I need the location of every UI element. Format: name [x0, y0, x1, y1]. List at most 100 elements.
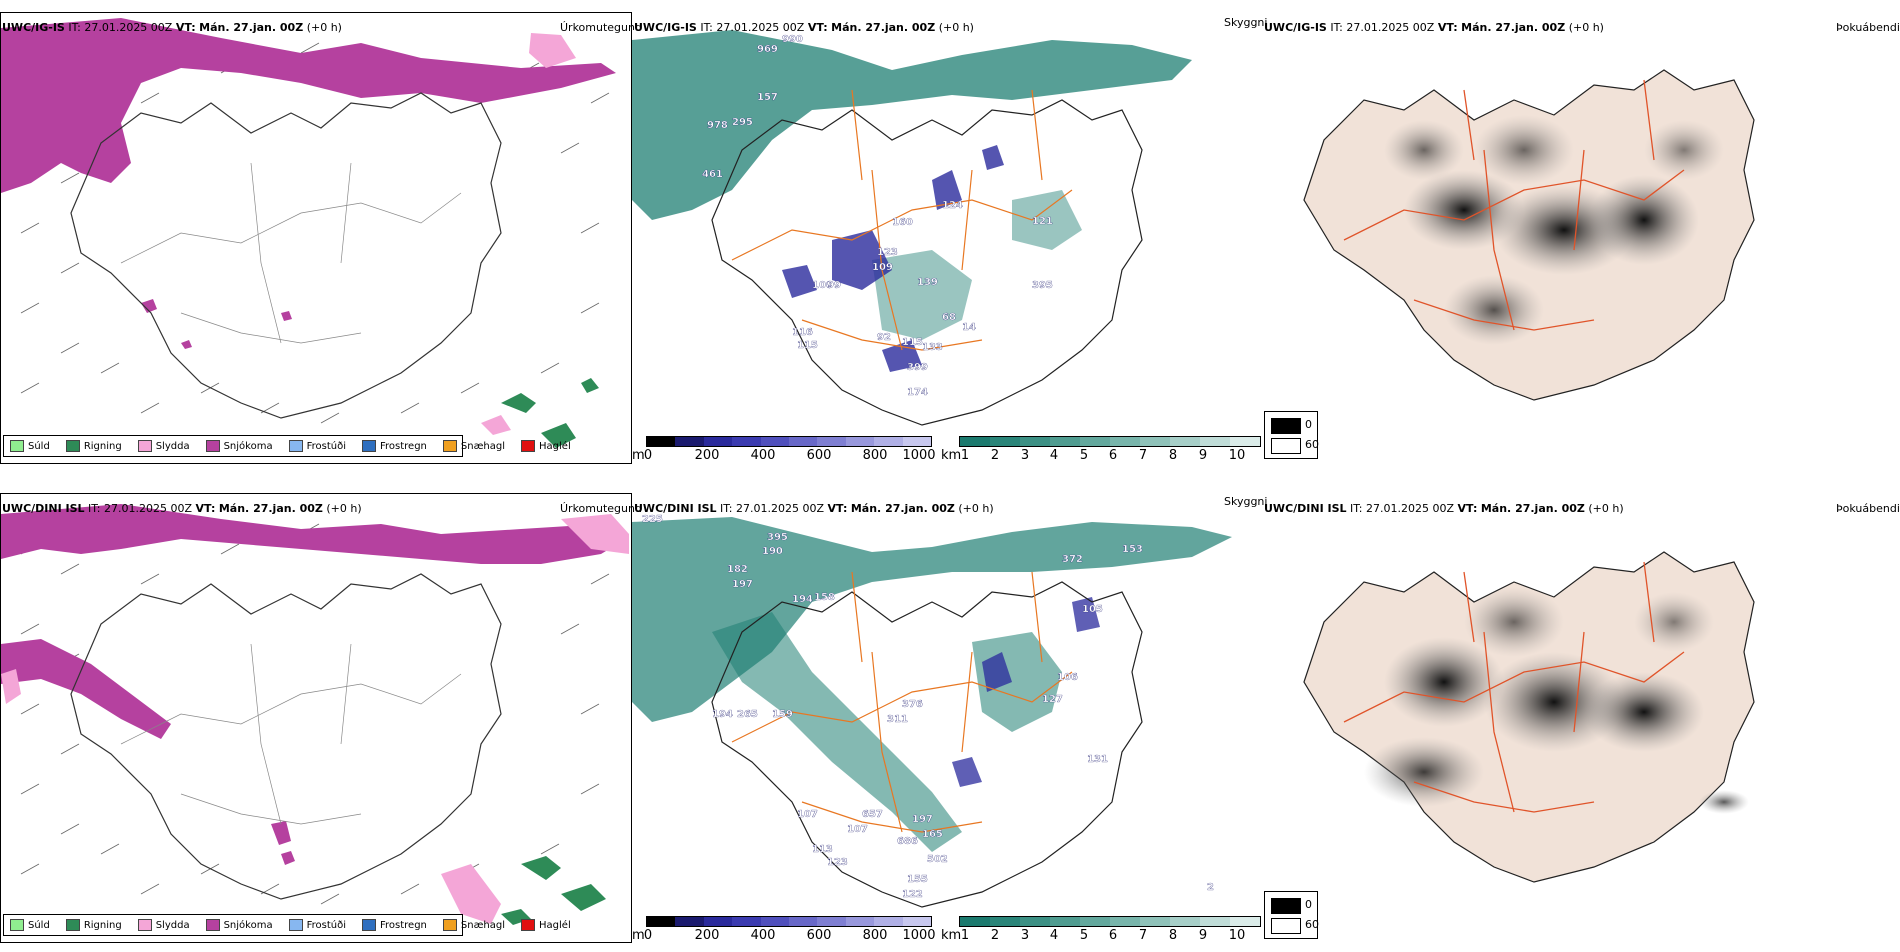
svg-text:100: 100: [812, 280, 833, 291]
fog-index-title-bottom: Þokuábendi: [1836, 502, 1900, 515]
snow-area: [1, 18, 616, 193]
svg-text:157: 157: [757, 92, 778, 103]
coastline: [711, 99, 1143, 426]
colorbar-tick: 4: [1049, 448, 1059, 463]
precip-type-map-bottom: [1, 504, 629, 925]
legend-item: Snæhagl: [442, 919, 505, 931]
svg-text:395: 395: [767, 532, 788, 543]
svg-text:686: 686: [897, 836, 918, 847]
sleet-area: [1, 669, 21, 704]
legend-item: Frostregn: [362, 919, 427, 931]
svg-text:265: 265: [737, 709, 758, 720]
colorbar-tick: 600: [806, 928, 832, 943]
colorbar-tick: 3: [1020, 928, 1030, 943]
colorbar-unit: km: [941, 928, 962, 943]
sleet-area: [441, 864, 501, 924]
svg-text:116: 116: [792, 327, 813, 338]
colorbar-tick: 200: [694, 448, 720, 463]
colorbar-swatches: [959, 436, 1261, 447]
roads: [1343, 561, 1685, 813]
sleet-area: [529, 33, 576, 68]
legend-item: Súld: [10, 919, 50, 931]
map-labels-bottom: 225 395 190 182 197 194 158 311 376 107 …: [642, 514, 1214, 900]
svg-text:194: 194: [712, 709, 733, 720]
legend-item: Rigning: [65, 440, 122, 452]
snow-area: [1, 504, 626, 564]
svg-text:131: 131: [1087, 754, 1108, 765]
legend-item: Snæhagl: [442, 440, 505, 452]
svg-text:123: 123: [877, 247, 898, 258]
colorbar-unit: m: [632, 448, 645, 463]
colorbar-tick: 10: [1228, 448, 1246, 463]
rain-area: [501, 378, 599, 448]
svg-text:182: 182: [727, 564, 748, 575]
fog-index-panel-top: Þokuábendi: [1264, 21, 1900, 430]
legend-item: Rigning: [65, 919, 122, 931]
svg-text:225: 225: [642, 514, 663, 525]
roads: [1343, 79, 1685, 331]
legend-item: Frostúði: [288, 440, 346, 452]
colorbar-tick: 5: [1079, 448, 1089, 463]
colorbar-tick: 9: [1198, 928, 1208, 943]
svg-text:113: 113: [812, 844, 833, 855]
visibility-colorbar-bottom: km 1 2 3 4 5 6 7 8 9 10: [941, 916, 1261, 952]
svg-text:160: 160: [892, 217, 913, 228]
legend-item: Slydda: [137, 440, 190, 452]
legend-item: Frostregn: [362, 440, 427, 452]
svg-text:399: 399: [907, 362, 928, 373]
svg-text:461: 461: [702, 169, 723, 180]
panel-header-top-2: UWC/IG-IS IT: 27.01.2025 00Z VT: Mán. 27…: [634, 21, 974, 34]
legend-item: Haglél: [521, 919, 571, 931]
colorbar-tick: 400: [750, 448, 776, 463]
snow-patch: [271, 821, 295, 865]
svg-text:194: 194: [792, 594, 813, 605]
svg-text:109: 109: [872, 262, 893, 273]
svg-text:68: 68: [942, 312, 956, 323]
legend-item: Snjókoma: [205, 919, 273, 931]
colorbar-swatches: [959, 916, 1261, 927]
svg-text:657: 657: [862, 809, 883, 820]
visibility-panel-top: 990 969 157 978 295 461 160 124 121 395 …: [632, 16, 1267, 430]
fog-index-title-top: Þokuábendi: [1836, 21, 1900, 34]
snow-patch: [141, 299, 292, 349]
colorbar-tick: 1: [960, 448, 970, 463]
svg-text:190: 190: [762, 546, 783, 557]
colorbar-tick: 800: [862, 928, 888, 943]
svg-text:115: 115: [797, 340, 818, 351]
svg-text:105: 105: [1082, 604, 1103, 615]
colorbar-swatches: [646, 436, 932, 447]
fog-index-map-top: [1303, 69, 1755, 401]
svg-text:174: 174: [907, 387, 928, 398]
precip-type-map-top: [1, 18, 616, 448]
svg-text:197: 197: [912, 814, 933, 825]
svg-text:107: 107: [847, 824, 868, 835]
colorbar-tick: 7: [1138, 448, 1148, 463]
legend-item: Súld: [10, 440, 50, 452]
svg-text:121: 121: [1032, 216, 1053, 227]
fog-shading: [1364, 587, 1749, 814]
colorbar-unit: m: [632, 928, 645, 943]
svg-text:990: 990: [782, 34, 803, 45]
cloud-base-area: [782, 145, 1004, 372]
svg-text:158: 158: [814, 592, 835, 603]
rain-area: [501, 856, 606, 925]
snow-area: [1, 639, 171, 739]
colorbar-tick: 8: [1168, 928, 1178, 943]
wind-barbs: [20, 523, 610, 905]
legend-item: Slydda: [137, 919, 190, 931]
legend-item: Frostúði: [288, 919, 346, 931]
colorbar-tick: 3: [1020, 448, 1030, 463]
svg-text:295: 295: [732, 117, 753, 128]
precip-type-title-bottom: Úrkomutegund: [560, 502, 642, 515]
colorbar-tick: 2: [990, 448, 1000, 463]
svg-text:92: 92: [877, 332, 891, 343]
sleet-area: [561, 514, 629, 554]
panel-header-bottom-1: UWC/DINI ISL IT: 27.01.2025 00Z VT: Mán.…: [2, 502, 362, 515]
svg-text:115: 115: [902, 337, 923, 348]
colorbar-tick: 10: [1228, 928, 1246, 943]
colorbar-tick: 400: [750, 928, 776, 943]
visibility-colorbar-top: km 1 2 3 4 5 6 7 8 9 10: [941, 436, 1261, 472]
colorbar-tick: 200: [694, 928, 720, 943]
colorbar-tick: 600: [806, 448, 832, 463]
map-labels-top: 990 969 157 978 295 461 160 124 121 395 …: [702, 34, 1053, 398]
